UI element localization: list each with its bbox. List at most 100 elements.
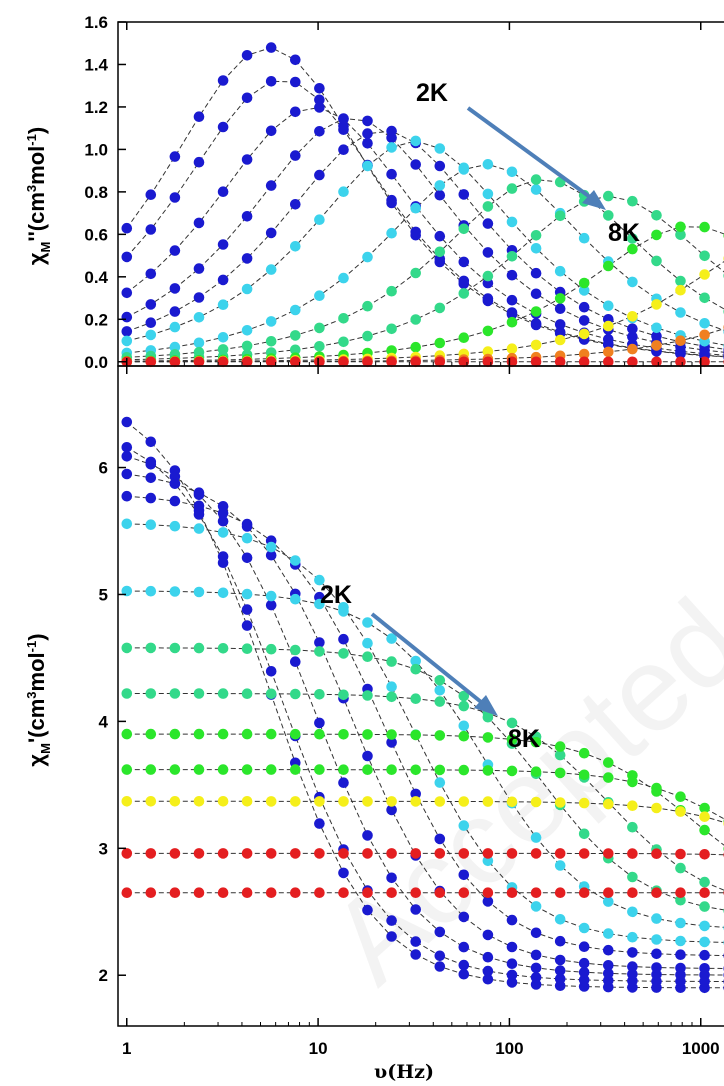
bottom-data-point [530,927,542,939]
top-data-point [193,156,205,168]
top-data-point [603,346,614,358]
top-data-point [265,180,277,191]
bottom-data-point [290,764,301,775]
bottom-data-point [410,936,422,947]
bottom-data-point [627,848,638,859]
bottom-data-point [169,642,181,654]
bottom-data-point [410,693,422,704]
bottom-data-point [554,860,566,871]
bottom-data-point [265,541,277,553]
bottom-data-point [314,818,325,829]
bottom-data-point [482,765,494,776]
bottom-data-point [458,820,470,831]
top-data-point [410,314,422,325]
bottom-data-point [482,973,494,985]
bottom-data-point [603,960,614,971]
bottom-data-point [217,551,229,562]
bottom-data-point [699,876,710,888]
bottom-data-point [314,764,325,775]
top-data-point [434,337,446,349]
bottom-data-point [506,958,518,969]
bottom-data-point [314,848,325,859]
top-data-point [290,344,301,356]
bottom-data-point [290,728,301,740]
top-data-point [241,92,253,104]
top-data-point [193,337,205,349]
top-data-point [506,183,518,194]
bottom-data-point [434,796,446,807]
bottom-data-point [699,849,710,860]
top-data-point [627,311,638,322]
bottom-data-point [578,797,590,809]
bottom-data-point [290,555,301,566]
bottom-data-point [603,928,614,939]
top-fit-line [126,80,724,358]
top-data-point [265,316,277,327]
bottom-data-point [554,954,566,966]
top-data-point [241,50,253,61]
top-data-point [627,276,638,288]
top-data-point [554,334,566,346]
top-data-point [627,343,638,355]
bottom-data-point [241,518,253,530]
bottom-data-point [482,848,494,859]
bottom-data-point [506,887,518,898]
top-data-point [169,306,181,317]
top-data-point [530,243,542,254]
top-data-point [458,223,470,235]
top-data-point [627,331,638,343]
top-data-point [145,329,157,341]
bottom-data-point [290,656,301,667]
watermark: Accepted manuscript [305,159,724,1008]
bottom-data-point [314,637,325,648]
top-data-point [627,356,638,368]
top-data-point [578,328,590,340]
top-data-point [265,264,277,275]
top-data-point [554,293,566,304]
bottom-data-point [578,967,590,978]
bottom-data-point [434,777,446,788]
bottom-data-point [434,961,446,972]
bottom-data-point [434,764,446,776]
bottom-annotation-8k: 8K [508,725,540,753]
bottom-plot-frame [117,365,724,1027]
bottom-data-point [627,871,638,883]
bottom-y-tick-label: 2 [99,966,108,985]
bottom-data-point [482,887,494,898]
bottom-data-point [651,887,662,898]
bottom-data-point [314,689,325,700]
bottom-data-point [699,824,710,836]
bottom-data-point [386,915,397,926]
bottom-data-point [362,830,373,841]
bottom-data-point [651,848,662,859]
x-axis-label: υ(Hz) [374,1061,434,1083]
bottom-data-point [217,848,229,859]
top-data-point [530,339,542,351]
bottom-data-point [482,796,494,807]
bottom-data-point [145,796,157,807]
top-data-point [651,229,662,241]
top-data-point [554,303,566,315]
bottom-data-point [410,848,422,859]
bottom-data-point [121,688,133,699]
top-data-point [603,190,614,202]
bottom-data-point [578,848,590,859]
bottom-data-point [338,777,349,788]
top-data-point [458,288,470,299]
top-data-point [362,138,373,149]
bottom-data-point [530,832,542,843]
bottom-data-point [410,904,422,915]
top-data-point [530,318,542,329]
bottom-data-point [121,451,133,462]
bottom-data-point [338,867,349,879]
top-data-point [241,325,253,336]
bottom-data-point [217,796,229,807]
bottom-data-point [506,734,518,745]
bottom-data-point [578,828,590,840]
top-data-point [338,113,349,124]
bottom-data-point [169,764,181,775]
bottom-data-point [627,776,638,788]
bottom-data-point [458,869,470,881]
top-data-point [675,221,686,233]
bottom-data-point [241,588,253,600]
